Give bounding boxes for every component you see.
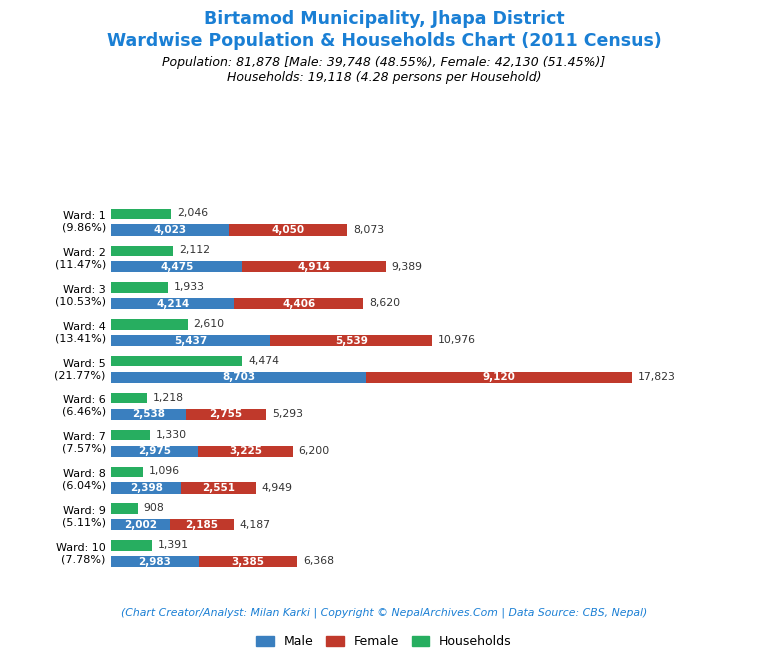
Text: 2,398: 2,398	[130, 483, 163, 493]
Bar	[270, 335, 432, 346]
Bar	[170, 519, 233, 530]
Text: 1,933: 1,933	[174, 282, 205, 292]
Bar	[111, 540, 152, 551]
Text: 3,385: 3,385	[231, 557, 264, 567]
Bar	[111, 356, 242, 366]
Text: 8,073: 8,073	[353, 224, 384, 234]
Text: 2,610: 2,610	[194, 319, 224, 329]
Bar	[198, 556, 297, 567]
Bar	[186, 409, 266, 420]
Text: 4,474: 4,474	[248, 356, 279, 366]
Text: 2,538: 2,538	[132, 410, 165, 420]
Text: 6,200: 6,200	[299, 446, 329, 456]
Text: 4,475: 4,475	[160, 262, 194, 272]
Text: 3,225: 3,225	[229, 446, 262, 456]
Bar	[366, 372, 632, 383]
Text: 908: 908	[144, 503, 164, 513]
Bar	[229, 224, 347, 236]
Text: 2,975: 2,975	[138, 446, 171, 456]
Bar	[111, 503, 138, 513]
Text: 10,976: 10,976	[438, 335, 476, 345]
Bar	[111, 372, 366, 383]
Text: 5,539: 5,539	[335, 336, 368, 346]
Text: 2,046: 2,046	[177, 208, 208, 218]
Text: 1,218: 1,218	[153, 393, 184, 403]
Text: 2,755: 2,755	[209, 410, 243, 420]
Bar	[111, 335, 270, 346]
Bar	[111, 556, 198, 567]
Text: 2,185: 2,185	[185, 520, 218, 530]
Text: 9,389: 9,389	[392, 262, 422, 272]
Bar	[242, 261, 386, 272]
Bar	[198, 446, 293, 457]
Text: 1,330: 1,330	[156, 430, 187, 440]
Bar	[111, 282, 168, 292]
Bar	[111, 261, 242, 272]
Text: Population: 81,878 [Male: 39,748 (48.55%), Female: 42,130 (51.45%)]: Population: 81,878 [Male: 39,748 (48.55%…	[162, 56, 606, 69]
Text: 4,214: 4,214	[157, 299, 190, 309]
Bar	[111, 446, 198, 457]
Text: 5,293: 5,293	[272, 409, 303, 419]
Bar	[111, 519, 170, 530]
Bar	[111, 430, 151, 440]
Text: 4,949: 4,949	[262, 483, 293, 493]
Text: 4,914: 4,914	[297, 262, 330, 272]
Text: 5,437: 5,437	[174, 336, 207, 346]
Text: 4,050: 4,050	[272, 225, 305, 235]
Text: Households: 19,118 (4.28 persons per Household): Households: 19,118 (4.28 persons per Hou…	[227, 71, 541, 85]
Legend: Male, Female, Households: Male, Female, Households	[251, 630, 517, 653]
Text: 4,187: 4,187	[240, 519, 270, 529]
Text: 17,823: 17,823	[638, 372, 676, 382]
Text: 8,620: 8,620	[369, 298, 400, 308]
Text: 2,551: 2,551	[202, 483, 235, 493]
Text: 4,023: 4,023	[154, 225, 187, 235]
Bar	[111, 319, 187, 330]
Text: 2,112: 2,112	[179, 245, 210, 255]
Text: 4,406: 4,406	[283, 299, 316, 309]
Text: 2,983: 2,983	[138, 557, 171, 567]
Text: 6,368: 6,368	[303, 556, 334, 566]
Bar	[111, 409, 186, 420]
Text: Birtamod Municipality, Jhapa District: Birtamod Municipality, Jhapa District	[204, 10, 564, 28]
Bar	[111, 467, 144, 477]
Text: (Chart Creator/Analyst: Milan Karki | Copyright © NepalArchives.Com | Data Sourc: (Chart Creator/Analyst: Milan Karki | Co…	[121, 607, 647, 618]
Text: 1,391: 1,391	[158, 540, 189, 550]
Bar	[234, 298, 363, 309]
Text: 1,096: 1,096	[149, 466, 180, 476]
Bar	[111, 246, 173, 256]
Text: 8,703: 8,703	[222, 372, 255, 382]
Bar	[111, 224, 229, 236]
Bar	[181, 482, 256, 494]
Bar	[111, 393, 147, 403]
Text: 9,120: 9,120	[482, 372, 515, 382]
Bar	[111, 208, 171, 219]
Bar	[111, 298, 234, 309]
Text: Wardwise Population & Households Chart (2011 Census): Wardwise Population & Households Chart (…	[107, 32, 661, 50]
Text: 2,002: 2,002	[124, 520, 157, 530]
Bar	[111, 482, 181, 494]
